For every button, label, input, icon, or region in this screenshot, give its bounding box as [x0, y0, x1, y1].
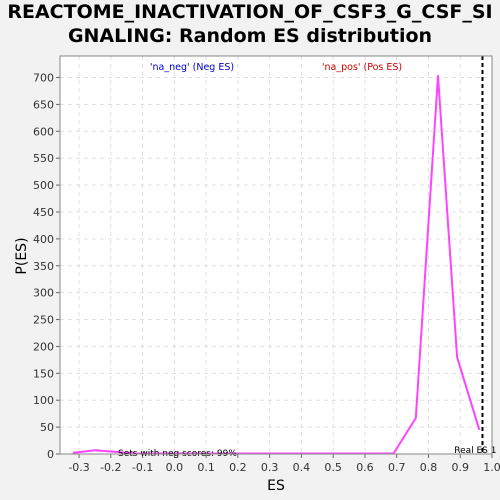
y-tick-label: 100: [33, 394, 54, 407]
y-tick-label: 150: [33, 367, 54, 380]
neg-es-label: 'na_neg' (Neg ES): [150, 62, 234, 73]
y-tick-label: 500: [33, 179, 54, 192]
y-tick-label: 200: [33, 340, 54, 353]
x-tick-label: -0.2: [100, 461, 121, 474]
x-tick-label: 0.7: [388, 461, 406, 474]
y-tick-label: 550: [33, 152, 54, 165]
x-tick-label: 0.3: [261, 461, 279, 474]
y-tick-label: 250: [33, 314, 54, 327]
x-tick-label: -0.1: [132, 461, 153, 474]
y-tick-label: 450: [33, 206, 54, 219]
x-tick-label: 1.0: [483, 461, 500, 474]
x-tick-label: 0.0: [166, 461, 184, 474]
x-tick-label: -0.3: [68, 461, 89, 474]
x-tick-label: 0.4: [293, 461, 311, 474]
x-axis-label: ES: [267, 478, 285, 494]
x-tick-label: 0.2: [229, 461, 247, 474]
chart-title-line-2: GNALING: Random ES distribution: [67, 25, 433, 47]
pos-es-label: 'na_pos' (Pos ES): [322, 62, 402, 73]
y-tick-label: 600: [33, 125, 54, 138]
chart-title: REACTOME_INACTIVATION_OF_CSF3_G_CSF_SI G…: [0, 0, 500, 48]
x-tick-label: 0.8: [420, 461, 438, 474]
x-tick-label: 0.5: [324, 461, 342, 474]
real-es-label: Real ES 1: [454, 446, 496, 456]
y-axis-label: P(ES): [14, 237, 30, 274]
y-tick-label: 650: [33, 98, 54, 111]
chart-title-line-1: REACTOME_INACTIVATION_OF_CSF3_G_CSF_SI: [7, 1, 493, 23]
tick-layer: 0 50 100 150 200 250 300 350 400 450 500 550 600 650 7…: [33, 72, 500, 474]
x-tick-label: 0.1: [197, 461, 215, 474]
x-tick-label: 0.9: [451, 461, 469, 474]
plot-frame: [59, 55, 493, 455]
y-tick-label: 700: [33, 72, 54, 85]
y-tick-label: 300: [33, 287, 54, 300]
plot-background: [60, 56, 492, 454]
y-tick-label: 50: [40, 421, 54, 434]
y-tick-label: 400: [33, 233, 54, 246]
x-tick-label: 0.6: [356, 461, 374, 474]
y-tick-label: 350: [33, 260, 54, 273]
y-tick-label: 0: [47, 448, 54, 461]
